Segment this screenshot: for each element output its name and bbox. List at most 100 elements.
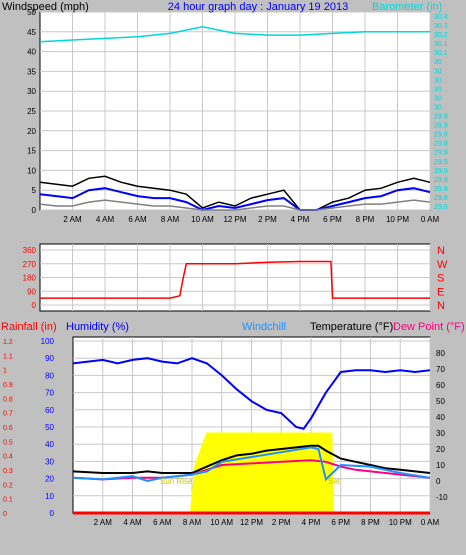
rainfall-tick: 0.8: [3, 396, 13, 403]
temperature-tick: 80: [436, 349, 445, 358]
humidity-tick: 40: [45, 440, 54, 449]
windspeed-tick: 15: [27, 147, 36, 156]
barometer-tick: 30.1: [434, 50, 448, 57]
time-tick-labels-bottom: 2 AM 4 AM 6 AM 8 AM 10 AM 12 PM 2 PM 4 PM 6 PM 8 …: [94, 518, 440, 527]
barometer-tick: 29.9: [434, 159, 448, 166]
rainfall-tick: 0.9: [3, 382, 13, 389]
direction-compass-tick: N: [437, 245, 445, 257]
windspeed-axis-label: Windspeed (mph): [2, 1, 89, 13]
barometer-tick: 29.9: [434, 114, 448, 121]
humidity-tick: 10: [45, 492, 54, 501]
windspeed-tick: 40: [27, 48, 36, 57]
temperature-tick: 40: [436, 413, 445, 422]
time-tick: 8 AM: [183, 518, 202, 527]
barometer-tick: 30: [434, 59, 442, 66]
barometer-tick: 30: [434, 86, 442, 93]
time-tick: 6 AM: [153, 518, 172, 527]
rainfall-tick: 0.4: [3, 454, 13, 461]
rainfall-axis-label: Rainfall (in): [1, 321, 57, 333]
windspeed-tick: 30: [27, 87, 36, 96]
time-tick: 8 AM: [161, 215, 180, 224]
barometer-tick: 29.9: [434, 141, 448, 148]
direction-degree-tick: 360: [23, 246, 37, 255]
time-tick: 0 AM: [421, 518, 440, 527]
temperature-tick: 10: [436, 461, 445, 470]
rainfall-tick: 0: [3, 511, 7, 518]
barometer-tick: 29.9: [434, 168, 448, 175]
rainfall-tick: 0.3: [3, 468, 13, 475]
direction-compass-tick: N: [437, 300, 445, 312]
barometer-tick: 30.4: [434, 14, 448, 21]
windspeed-tick: 20: [27, 127, 36, 136]
time-tick: 4 AM: [96, 215, 115, 224]
humidity-tick: 90: [45, 354, 54, 363]
windchill-axis-label: Windchill: [242, 321, 286, 333]
dewpoint-axis-label: Dew Point (°F): [393, 321, 465, 333]
barometer-tick: 29.9: [434, 150, 448, 157]
wind-series: [39, 26, 431, 212]
rainfall-tick: 1: [3, 368, 7, 375]
windchill-line: [72, 446, 431, 483]
rainfall-tick-labels: 0 0.1 0.2 0.3 0.4 0.5 0.6 0.7 0.8 0.9 1 1.1 1.2: [3, 339, 13, 518]
time-tick: 4 AM: [123, 518, 142, 527]
rainfall-tick: 1.2: [3, 339, 13, 346]
dewpoint-line: [72, 459, 431, 481]
direction-compass-tick: W: [437, 259, 448, 271]
direction-compass-tick: S: [437, 273, 444, 285]
windspeed-tick: 25: [27, 107, 36, 116]
humidity-tick: 70: [45, 389, 54, 398]
windspeed-tick: 50: [27, 8, 36, 17]
direction-degree-labels: 0 90 180 270 360: [23, 246, 37, 310]
temperature-tick: 30: [436, 429, 445, 438]
time-tick: 10 AM: [191, 215, 214, 224]
wind-gridlines: [40, 11, 431, 211]
humidity-tick: 50: [45, 423, 54, 432]
barometer-tick: 30: [434, 68, 442, 75]
humidity-tick-labels: 0 10 20 30 40 50 60 70 80 90 100: [41, 337, 55, 518]
barometer-line: [39, 26, 430, 43]
time-tick: 4 PM: [291, 215, 310, 224]
humidity-tick: 30: [45, 457, 54, 466]
barometer-tick: 29.8: [434, 195, 448, 202]
direction-degree-tick: 180: [23, 274, 37, 283]
direction-degree-tick: 90: [27, 287, 36, 296]
barometer-tick: 29.9: [434, 177, 448, 184]
barometer-tick: 30: [434, 95, 442, 102]
temperature-tick-labels: -10 0 10 20 30 40 50 60 70 80: [436, 349, 448, 502]
rainfall-tick: 0.1: [3, 497, 13, 504]
windspeed-tick: 35: [27, 67, 36, 76]
time-tick: 8 PM: [356, 215, 375, 224]
time-tick: 4 PM: [302, 518, 321, 527]
humidity-tick: 100: [41, 337, 55, 346]
time-tick: 12 PM: [240, 518, 263, 527]
temperature-line: [72, 444, 431, 474]
rainfall-tick: 0.6: [3, 425, 13, 432]
windspeed-tick: 45: [27, 28, 36, 37]
barometer-tick: 30: [434, 77, 442, 84]
time-tick: 10 AM: [210, 518, 233, 527]
windspeed-tick: 5: [32, 186, 37, 195]
barometer-tick: 30.1: [434, 41, 448, 48]
time-tick: 6 PM: [331, 518, 350, 527]
rainfall-tick: 1.1: [3, 353, 13, 360]
time-tick: 10 PM: [389, 518, 412, 527]
sunset-label: Set: [328, 477, 341, 486]
time-tick: 2 AM: [94, 518, 113, 527]
windspeed-tick-labels: 0 5 10 15 20 25 30 35 40 45 50: [27, 8, 36, 215]
direction-degree-tick: 0: [32, 301, 37, 310]
time-tick: 6 PM: [323, 215, 342, 224]
direction-line: [40, 260, 430, 299]
time-tick: 2 AM: [63, 215, 82, 224]
time-tick-labels-top: 2 AM 4 AM 6 AM 8 AM 10 AM 12 PM 2 PM 4 PM 6 PM 8 …: [63, 215, 439, 224]
time-tick: 0 AM: [421, 215, 440, 224]
rainfall-tick: 0.7: [3, 411, 13, 418]
time-tick: 2 PM: [258, 215, 277, 224]
barometer-tick: 29.9: [434, 123, 448, 130]
humidity-line: [72, 357, 431, 430]
barometer-tick: 29.8: [434, 204, 448, 211]
humidity-tick: 60: [45, 406, 54, 415]
temperature-tick: 50: [436, 397, 445, 406]
sunrise-label: Sun Rise: [160, 477, 193, 486]
barometer-axis-label: Barometer (in): [372, 1, 442, 13]
